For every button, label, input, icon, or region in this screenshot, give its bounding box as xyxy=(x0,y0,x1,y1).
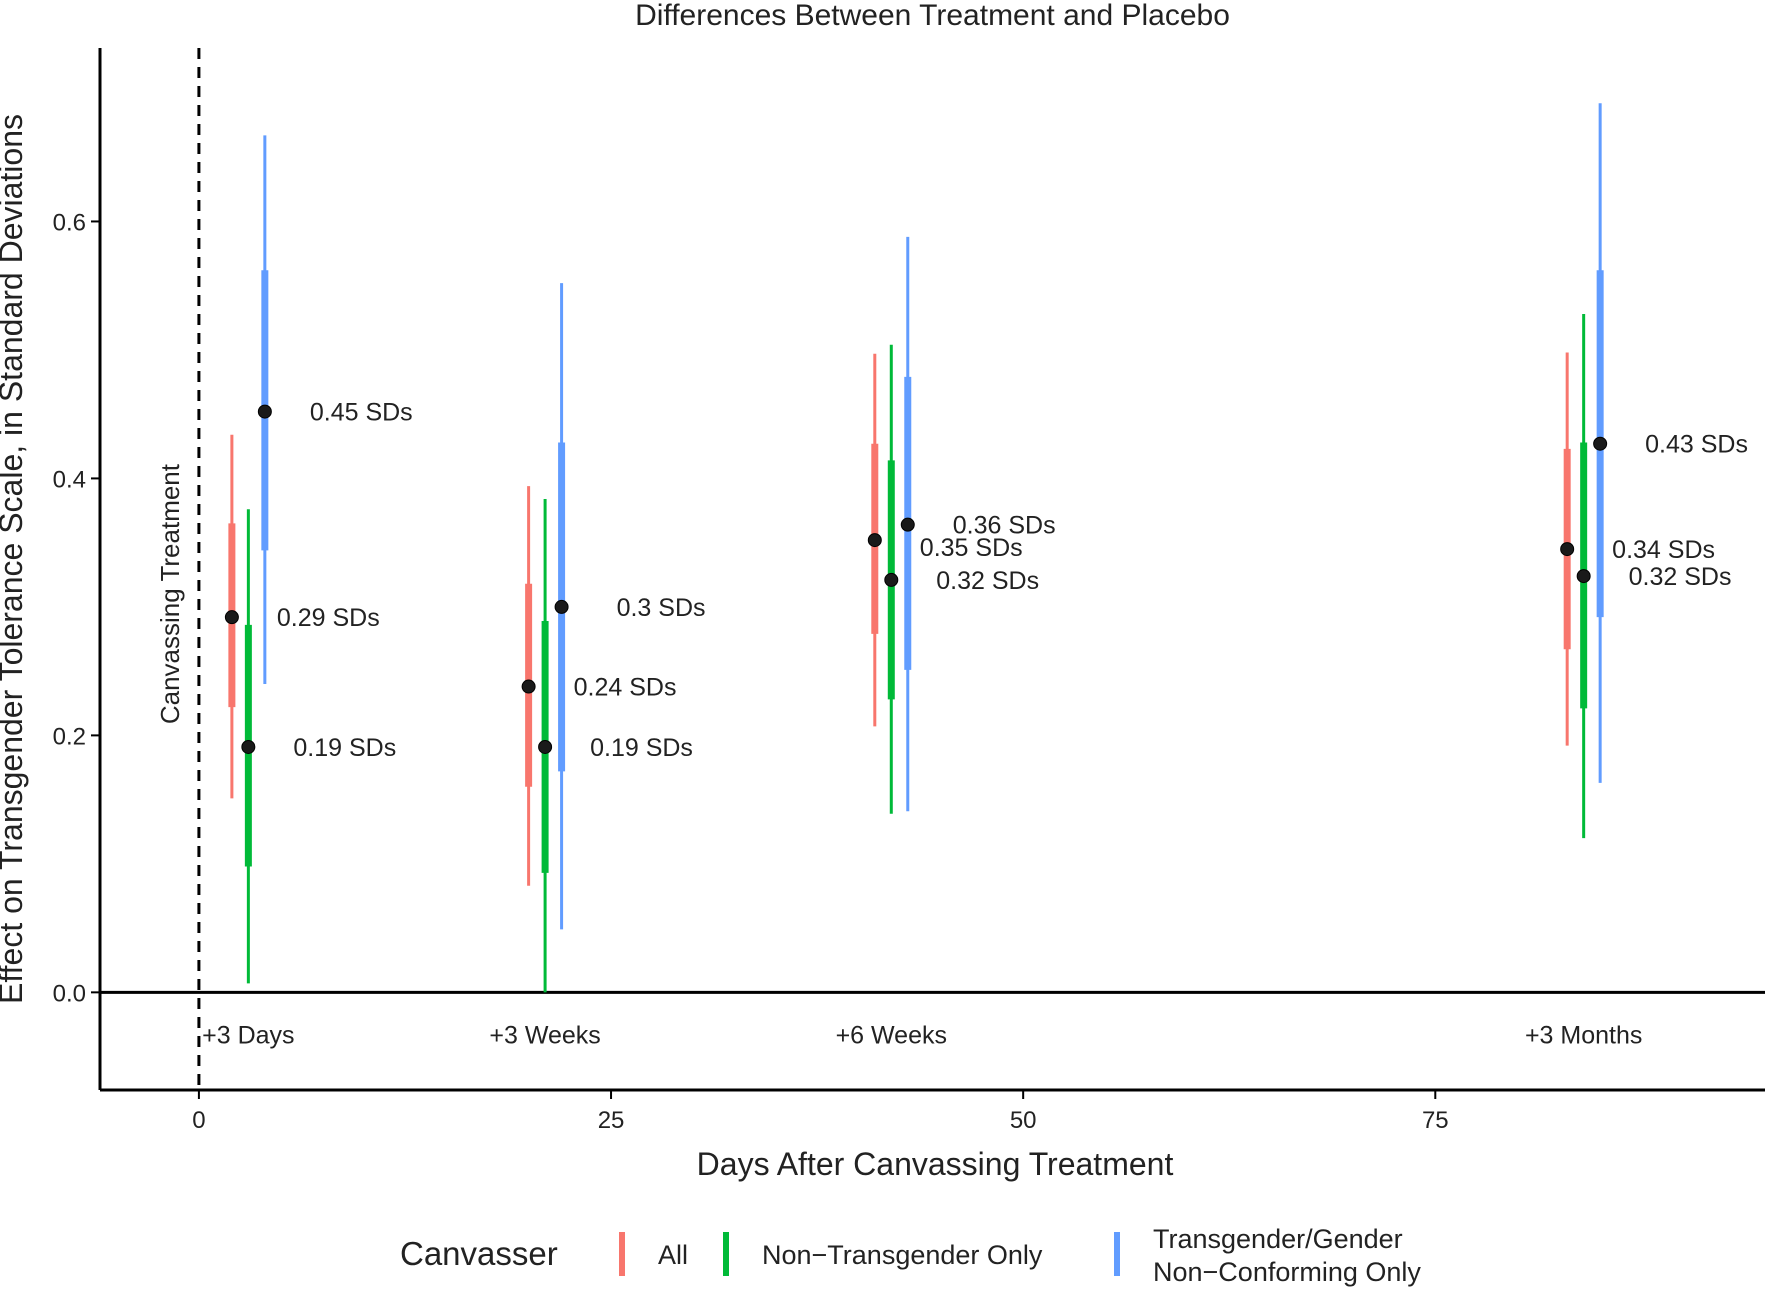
y-tick-label: 0.6 xyxy=(53,209,86,236)
legend-title: Canvasser xyxy=(400,1235,558,1272)
estimate-point xyxy=(1576,569,1591,584)
time-label: +3 Weeks xyxy=(489,1022,600,1050)
x-tick-label: 75 xyxy=(1422,1107,1449,1134)
legend: Canvasser All Non−Transgender Only Transge… xyxy=(400,1224,1421,1287)
y-axis-title: Effect on Transgender Tolerance Scale, i… xyxy=(0,114,29,1004)
series-0 xyxy=(224,352,1575,886)
x-axis-ticks: 0 25 50 75 xyxy=(192,1090,1449,1134)
time-labels: +3 Days +3 Weeks +6 Weeks +3 Months xyxy=(202,1022,1642,1050)
value-label: 0.45 SDs xyxy=(310,399,413,427)
chart-title: Differences Between Treatment and Placeb… xyxy=(635,0,1230,32)
chart-marks: 0.24 SDs 0.35 SDs 0.34 SDs 0.19 SDs 0.19 SDs… xyxy=(224,103,1748,993)
estimate-point xyxy=(1593,436,1608,451)
series-1 xyxy=(241,313,1591,993)
estimate-point xyxy=(257,404,272,419)
estimate-point xyxy=(521,679,536,694)
legend-items: All Non−Transgender Only Transgender/Gende… xyxy=(619,1224,1421,1287)
time-label: +3 Days xyxy=(202,1022,294,1050)
legend-item: Non−Transgender Only xyxy=(723,1232,1043,1276)
time-label: +6 Weeks xyxy=(836,1022,947,1050)
y-tick-label: 0.2 xyxy=(53,723,86,750)
x-tick-label: 50 xyxy=(1010,1107,1037,1134)
value-label: 0.36 SDs xyxy=(953,512,1056,540)
value-label: 0.29 SDs xyxy=(277,604,380,632)
value-label: 0.3 SDs xyxy=(617,594,706,622)
legend-item: All xyxy=(619,1232,688,1276)
x-tick-label: 0 xyxy=(192,1107,205,1134)
estimate-point xyxy=(867,533,882,548)
estimate-point xyxy=(884,572,899,587)
value-label: 0.32 SDs xyxy=(936,567,1039,595)
x-tick-label: 25 xyxy=(598,1107,625,1134)
legend-label: Transgender/Gender Non−Conforming Only xyxy=(1153,1224,1421,1287)
legend-label: All xyxy=(658,1240,688,1270)
y-tick-label: 0.4 xyxy=(53,466,86,493)
estimate-point xyxy=(538,739,553,754)
treatment-reference-label: Canvassing Treatment xyxy=(155,463,185,724)
y-axis-ticks: 0.0 0.2 0.4 0.6 xyxy=(53,209,100,1007)
estimate-point xyxy=(1560,542,1575,557)
estimate-point xyxy=(900,517,915,532)
value-label: 0.19 SDs xyxy=(293,734,396,762)
value-label: 0.35 SDs xyxy=(920,534,1023,562)
x-axis-title: Days After Canvassing Treatment xyxy=(697,1146,1174,1182)
value-label: 0.34 SDs xyxy=(1612,536,1715,564)
value-label: 0.19 SDs xyxy=(590,734,693,762)
plot-area: Canvassing Treatment +3 Days +3 Weeks +6 W… xyxy=(100,48,1765,1090)
value-label: 0.24 SDs xyxy=(574,674,677,702)
legend-item: Transgender/Gender Non−Conforming Only xyxy=(1114,1224,1421,1287)
estimate-point xyxy=(241,739,256,754)
value-labels: 0.24 SDs 0.35 SDs 0.34 SDs 0.19 SDs 0.19 SDs… xyxy=(277,399,1748,762)
time-label: +3 Months xyxy=(1525,1022,1642,1050)
legend-label: Non−Transgender Only xyxy=(762,1240,1043,1270)
series-2 xyxy=(257,103,1608,930)
estimate-point xyxy=(554,599,569,614)
y-tick-label: 0.0 xyxy=(53,980,86,1007)
value-label: 0.43 SDs xyxy=(1645,431,1748,459)
estimate-point xyxy=(224,610,239,625)
axes: 0 25 50 75 0.0 0.2 0.4 0.6 xyxy=(53,48,1765,1134)
value-label: 0.32 SDs xyxy=(1629,563,1732,591)
